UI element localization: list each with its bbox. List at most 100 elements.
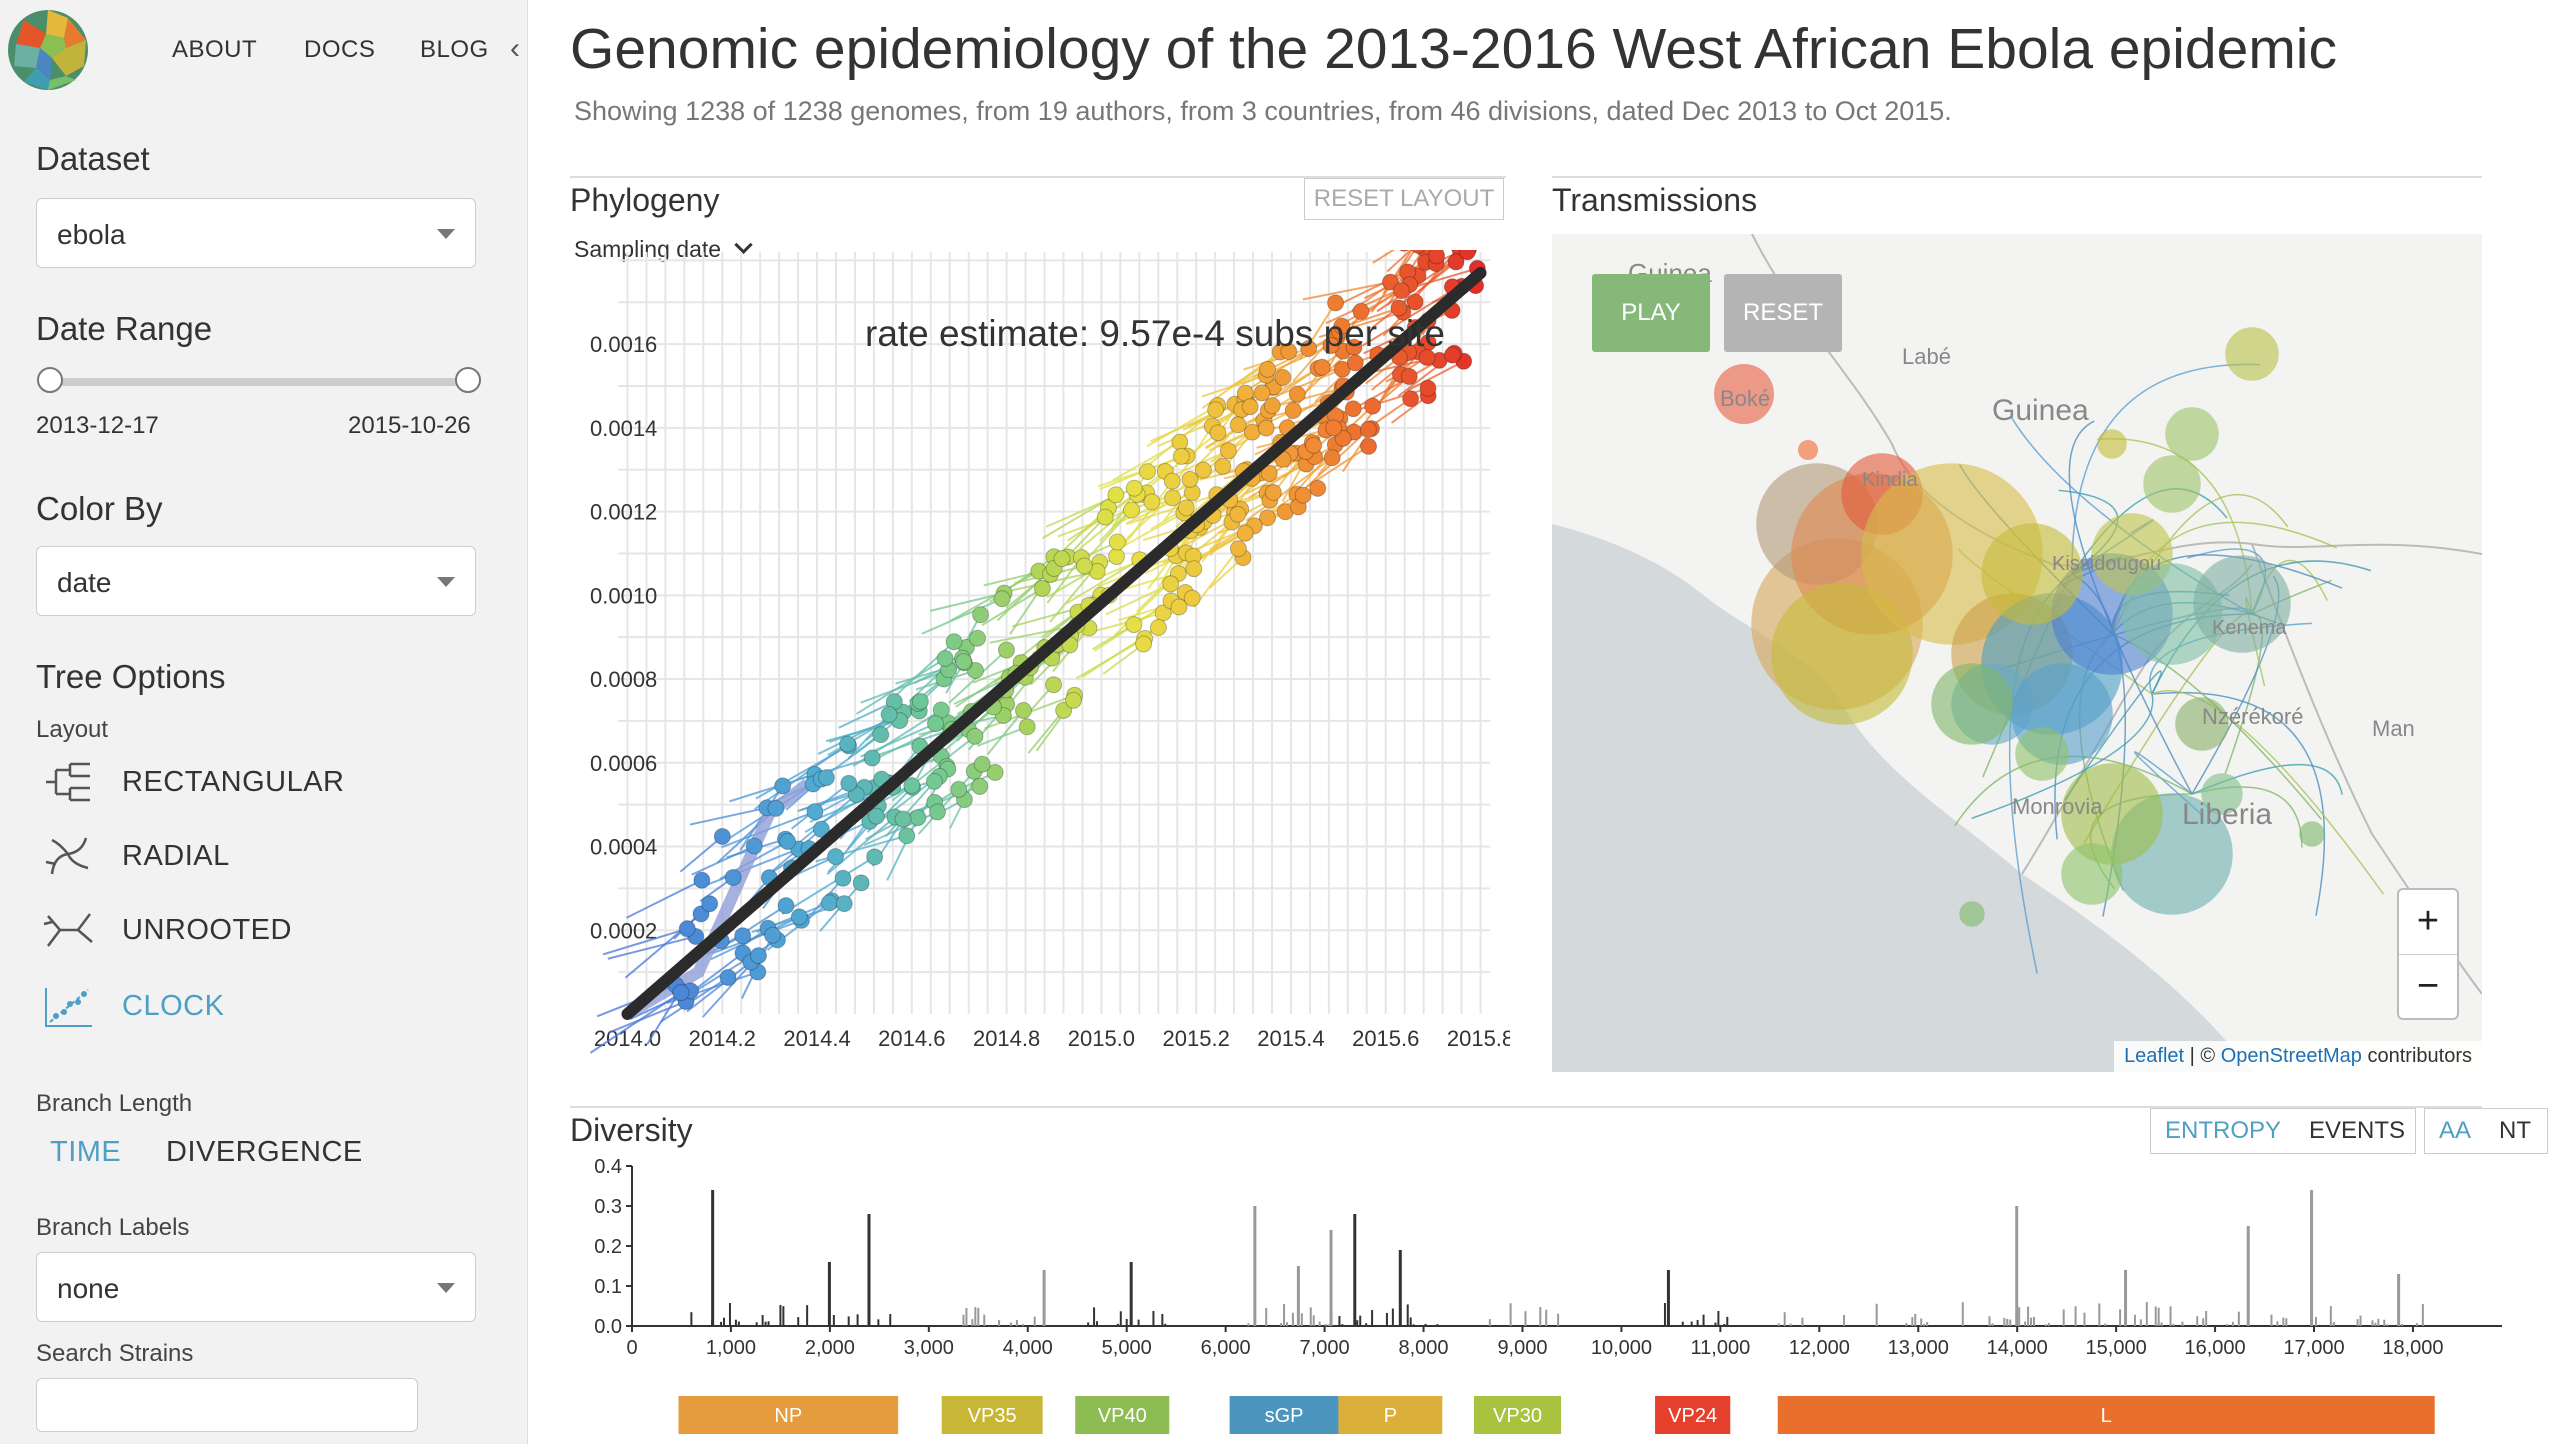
tree-tip (1163, 472, 1181, 490)
gene-label: VP40 (1098, 1405, 1147, 1427)
branch-labels-select[interactable]: none (36, 1252, 476, 1322)
tree-tip (909, 809, 927, 827)
tree-branch (1347, 359, 1440, 413)
nav-docs-link[interactable]: DOCS (304, 36, 376, 63)
dataset-select[interactable]: ebola (36, 198, 476, 268)
tree-branch (1414, 267, 1478, 288)
layout-clock-button[interactable]: CLOCK (42, 984, 224, 1028)
date-range-start-handle[interactable] (37, 367, 63, 393)
location-circle (1798, 440, 1818, 460)
gene-label: NP (774, 1405, 802, 1427)
branch-length-divergence-button[interactable]: DIVERGENCE (166, 1136, 363, 1168)
openstreetmap-link[interactable]: OpenStreetMap (2220, 1045, 2362, 1067)
branch-length-label: Branch Length (36, 1090, 193, 1117)
layout-radial-button[interactable]: RADIAL (42, 834, 230, 878)
tree-branch (793, 793, 857, 848)
tree-tip (1327, 294, 1345, 312)
tree-tip (1053, 550, 1071, 568)
color-by-select[interactable]: date (36, 546, 476, 616)
entropy-bar (2285, 1318, 2288, 1326)
entropy-bar (1717, 1311, 1720, 1326)
entropy-bar (1312, 1315, 1315, 1326)
tree-tip (840, 774, 858, 792)
aa-tab[interactable]: AA (2439, 1117, 2472, 1144)
dataset-title: Dataset (36, 140, 150, 177)
entropy-bar (2315, 1317, 2317, 1326)
entropy-bar (2386, 1324, 2389, 1326)
entropy-tab[interactable]: ENTROPY (2165, 1117, 2282, 1144)
reset-layout-button[interactable]: RESET LAYOUT (1304, 178, 1504, 220)
collapse-sidebar-icon[interactable]: ‹ (510, 32, 520, 65)
entropy-bar (1152, 1310, 1155, 1326)
search-strains-input[interactable] (36, 1378, 418, 1432)
tree-tip (1458, 250, 1476, 261)
tree-tip (993, 590, 1011, 608)
color-by-title: Color By (36, 490, 163, 527)
tree-tip (1162, 575, 1180, 593)
tree-tip (903, 777, 921, 795)
tree-tip (1346, 354, 1364, 372)
tree-branch (686, 961, 752, 1013)
date-range-slider[interactable] (50, 378, 468, 386)
tree-tip (1229, 505, 1247, 523)
nav-blog-link[interactable]: BLOG (420, 36, 489, 63)
tree-tip (1300, 340, 1318, 358)
entropy-bar (1359, 1315, 1362, 1326)
entropy-bar (2157, 1307, 2160, 1326)
x-tick-label: 17,000 (2283, 1337, 2344, 1359)
entropy-bar (2374, 1322, 2377, 1326)
map-play-button[interactable]: PLAY (1592, 274, 1710, 352)
nav-about-link[interactable]: ABOUT (172, 36, 258, 63)
branch-length-time-button[interactable]: TIME (50, 1136, 122, 1168)
entropy-peak-bar (2397, 1274, 2401, 1326)
y-tick-label: 0.0006 (590, 751, 657, 776)
date-range-end-handle[interactable] (455, 367, 481, 393)
entropy-bar (962, 1314, 965, 1326)
map-place-label: Man (2372, 716, 2415, 741)
tree-tip (1253, 384, 1271, 402)
location-circle (2143, 455, 2201, 513)
entropy-bar (977, 1307, 980, 1326)
entropy-bar (2003, 1317, 2006, 1326)
gene-box (1075, 1396, 1170, 1434)
entropy-peak-bar (1329, 1230, 1333, 1326)
date-range-start-label: 2013-12-17 (36, 412, 159, 439)
nextstrain-logo[interactable] (6, 8, 90, 92)
events-tab[interactable]: EVENTS (2309, 1117, 2406, 1144)
transmissions-map[interactable]: Guinea Labé Guinea Boké Kindia Kissidougou Ken… (1552, 234, 2482, 1072)
tree-tip (945, 633, 963, 651)
tree-branch (1070, 516, 1106, 554)
entropy-bar (1424, 1323, 1427, 1326)
entropy-peak-bar (1129, 1262, 1133, 1326)
tree-tip (827, 848, 845, 866)
tree-branch (659, 976, 729, 1023)
tree-tip (973, 755, 991, 773)
zoom-out-button[interactable]: − (2416, 965, 2440, 1007)
tree-branch (602, 927, 688, 956)
tree-tip (1322, 337, 1340, 355)
tree-tip (1381, 273, 1399, 291)
entropy-bar (1702, 1314, 1705, 1326)
entropy-bar (2237, 1311, 2240, 1326)
tree-tip (898, 827, 916, 845)
tree-branch (1327, 310, 1362, 370)
entropy-bar (2383, 1319, 2386, 1326)
tree-x-axis-selector[interactable]: Sampling date (574, 235, 754, 263)
entropy-bar (728, 1303, 731, 1326)
layout-rectangular-button[interactable]: RECTANGULAR (42, 760, 345, 804)
tree-tip (1236, 524, 1254, 542)
map-reset-button[interactable]: RESET (1724, 274, 1842, 352)
location-circle (1931, 663, 2013, 745)
entropy-bar (889, 1314, 892, 1326)
layout-unrooted-button[interactable]: UNROOTED (42, 908, 292, 952)
leaflet-link[interactable]: Leaflet (2124, 1045, 2185, 1067)
x-tick-label: 12,000 (1789, 1337, 1850, 1359)
entropy-bar (1436, 1324, 1439, 1326)
entropy-bar (1033, 1316, 1036, 1326)
zoom-in-button[interactable]: + (2399, 890, 2457, 955)
y-tick-label: 0.0004 (590, 835, 657, 860)
nt-tab[interactable]: NT (2499, 1117, 2532, 1144)
tree-tip (834, 869, 852, 887)
tree-tip (1229, 416, 1247, 434)
entropy-peak-bar (1353, 1214, 1357, 1326)
